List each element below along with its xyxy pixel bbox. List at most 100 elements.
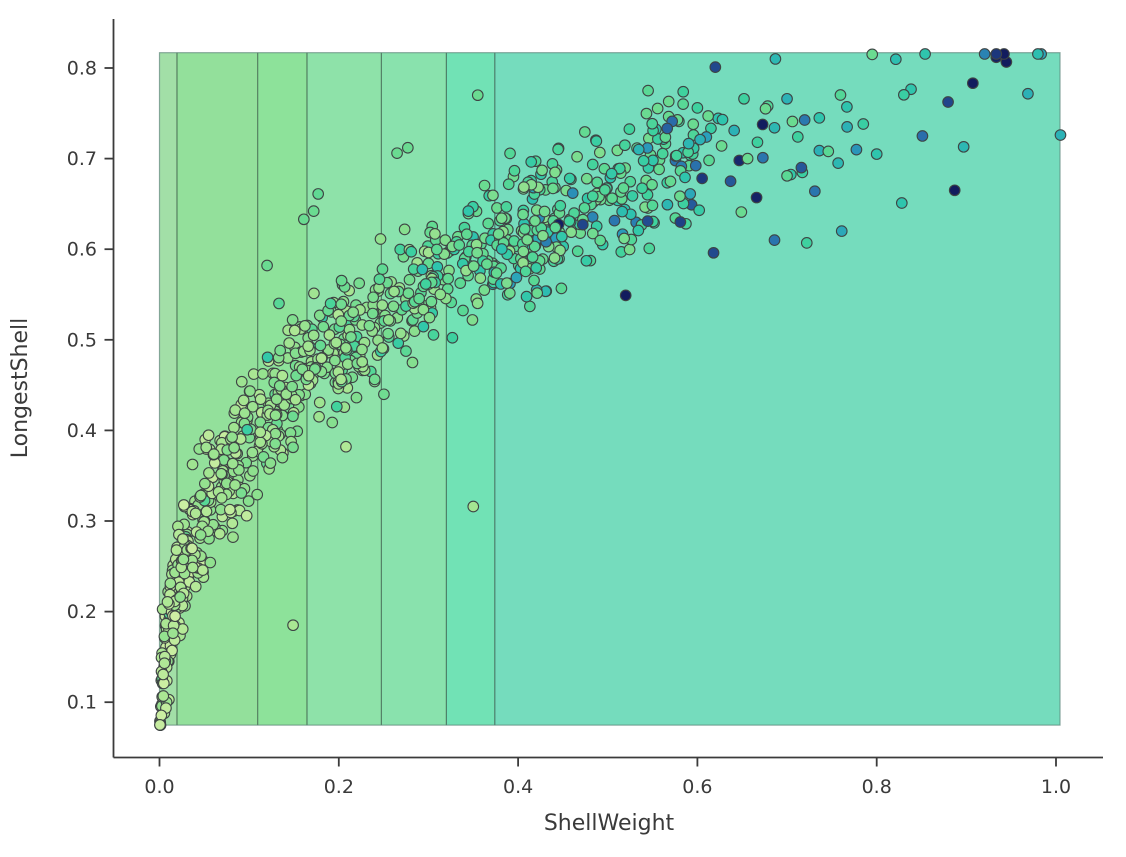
scatter-point: [419, 278, 432, 290]
scatter-point: [691, 102, 704, 114]
scatter-point: [508, 164, 521, 177]
scatter-point: [169, 610, 181, 623]
scatter-point: [791, 131, 804, 143]
scatter-point: [759, 102, 772, 115]
band-region-border: [158, 52, 1061, 726]
scatter-point: [646, 117, 659, 130]
scatter-point: [200, 505, 213, 518]
scatter-point: [356, 343, 368, 356]
scatter-point: [751, 136, 764, 149]
scatter-point: [314, 339, 327, 352]
scatter-point: [674, 216, 687, 228]
scatter-point: [536, 164, 548, 177]
scatter-point: [367, 291, 380, 304]
scatter-point: [571, 150, 583, 163]
scatter-point: [841, 101, 853, 113]
scatter-point: [457, 304, 469, 317]
scatter-point: [326, 416, 339, 429]
scatter-point: [616, 205, 629, 218]
scatter-point: [394, 327, 407, 340]
scatter-point: [646, 199, 659, 212]
scatter-point: [317, 320, 330, 333]
scatter-point: [674, 190, 686, 203]
partition-bands-layer: [158, 52, 1061, 726]
scatter-point: [661, 198, 674, 211]
scatter-point: [161, 596, 174, 608]
partition-band: [446, 52, 495, 726]
scatter-point: [471, 297, 484, 310]
y-tick-label: 0.4: [67, 420, 97, 442]
scatter-point: [196, 564, 209, 577]
scatter-point: [661, 122, 674, 135]
scatter-point: [735, 206, 748, 218]
scatter-point: [235, 375, 248, 388]
scatter-point: [287, 410, 299, 423]
scatter-point: [653, 163, 665, 176]
scatter-point: [186, 458, 199, 471]
scatter-point: [425, 295, 438, 308]
scatter-point: [335, 373, 347, 386]
scatter-point: [430, 243, 443, 256]
x-tick-label: 0.2: [324, 776, 354, 798]
scatter-point: [768, 121, 781, 134]
scatter-point: [466, 314, 479, 326]
scatter-point: [235, 487, 248, 499]
scatter-point: [226, 517, 239, 530]
x-tick-label: 1.0: [1041, 776, 1071, 798]
scatter-point: [413, 292, 426, 305]
scatter-point: [340, 342, 352, 354]
scatter-point: [504, 147, 516, 160]
scatter-point: [580, 254, 593, 267]
scatter-point: [335, 274, 348, 287]
scatter-point: [835, 225, 848, 237]
scatter-point: [519, 265, 532, 278]
scatter-point: [594, 234, 607, 247]
scatter-point: [382, 314, 395, 326]
scatter-point: [795, 161, 808, 174]
scatter-point: [246, 400, 259, 413]
scatter-point: [283, 337, 296, 349]
scatter-point: [1054, 129, 1067, 141]
scatter-point: [186, 561, 199, 574]
scatter-point: [966, 77, 979, 90]
scatter-point: [228, 441, 240, 454]
scatter-point: [593, 146, 606, 159]
scatter-point: [261, 351, 274, 364]
scatter-point: [286, 380, 298, 393]
scatter-point: [555, 282, 568, 295]
scatter-point: [632, 224, 645, 237]
scatter-point: [623, 243, 636, 256]
scatter-point: [510, 271, 523, 284]
scatter-point: [715, 140, 728, 152]
scatter-point: [528, 274, 540, 287]
scatter-point: [189, 507, 202, 520]
scatter-point: [599, 183, 611, 196]
scatter-point: [724, 175, 737, 188]
scatter-point: [204, 556, 217, 569]
scatter-point: [439, 234, 452, 247]
scatter-point: [478, 179, 491, 192]
scatter-point: [495, 243, 508, 255]
scatter-point: [400, 345, 412, 357]
y-tick-label: 0.3: [67, 511, 97, 533]
scatter-point: [741, 152, 754, 165]
scatter-point: [552, 143, 564, 156]
scatter-point: [154, 718, 166, 731]
scatter-point: [500, 200, 513, 213]
scatter-point: [273, 379, 286, 392]
scatter-point: [229, 479, 241, 491]
partition-band: [381, 52, 447, 726]
scatter-point: [199, 477, 211, 490]
scatter-point: [405, 245, 418, 258]
scatter-point: [857, 118, 870, 130]
scatter-point: [643, 242, 656, 255]
scatter-point: [167, 627, 179, 640]
scatter-point: [537, 229, 549, 242]
scatter-point: [246, 446, 259, 459]
scatter-point: [563, 172, 576, 185]
scatter-point: [391, 147, 403, 160]
scatter-point: [487, 189, 499, 202]
scatter-point: [288, 324, 301, 337]
scatter-point: [618, 232, 631, 245]
